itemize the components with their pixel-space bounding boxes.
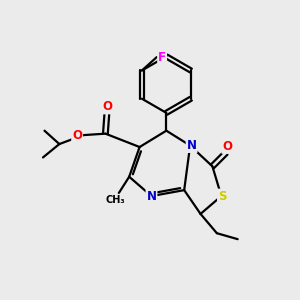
Text: S: S xyxy=(218,190,226,202)
Text: N: N xyxy=(187,139,196,152)
Text: O: O xyxy=(72,129,82,142)
Text: O: O xyxy=(222,140,232,153)
Text: CH₃: CH₃ xyxy=(105,195,125,205)
Text: F: F xyxy=(158,51,166,64)
Text: N: N xyxy=(146,190,157,202)
Text: O: O xyxy=(102,100,112,113)
